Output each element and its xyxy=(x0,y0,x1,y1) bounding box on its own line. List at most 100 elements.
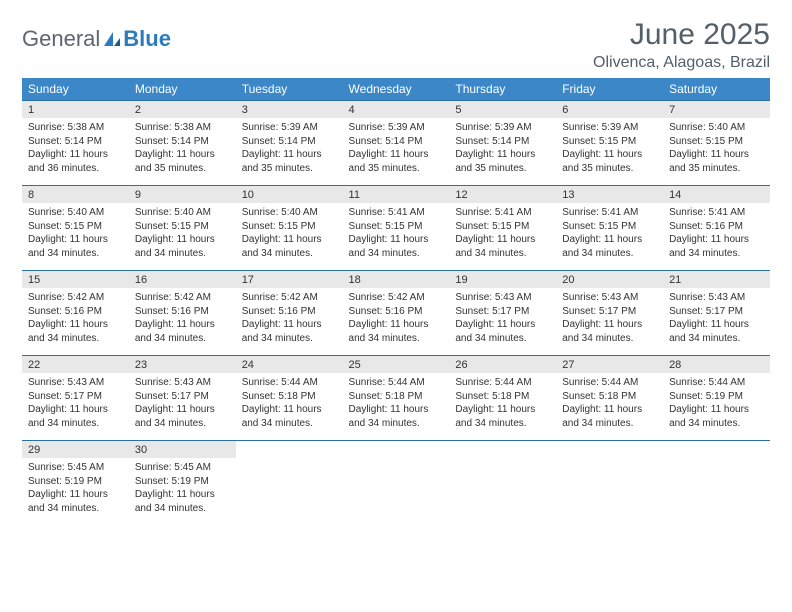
sunset-text: Sunset: 5:17 PM xyxy=(455,305,550,319)
day-body-cell: Sunrise: 5:42 AMSunset: 5:16 PMDaylight:… xyxy=(22,288,129,356)
sunrise-text: Sunrise: 5:40 AM xyxy=(242,206,337,220)
week-daybody-row: Sunrise: 5:42 AMSunset: 5:16 PMDaylight:… xyxy=(22,288,770,356)
title-block: June 2025 Olivenca, Alagoas, Brazil xyxy=(593,18,770,72)
sunset-text: Sunset: 5:18 PM xyxy=(562,390,657,404)
daylight-text: Daylight: 11 hours and 34 minutes. xyxy=(562,318,657,345)
sunset-text: Sunset: 5:19 PM xyxy=(669,390,764,404)
daylight-text: Daylight: 11 hours and 35 minutes. xyxy=(135,148,230,175)
day-number-cell: 26 xyxy=(449,356,556,374)
day-number-cell: 5 xyxy=(449,101,556,119)
sunrise-text: Sunrise: 5:42 AM xyxy=(242,291,337,305)
daylight-text: Daylight: 11 hours and 34 minutes. xyxy=(669,233,764,260)
day-number-cell xyxy=(236,441,343,459)
sunrise-text: Sunrise: 5:40 AM xyxy=(135,206,230,220)
sunrise-text: Sunrise: 5:41 AM xyxy=(349,206,444,220)
daylight-text: Daylight: 11 hours and 35 minutes. xyxy=(242,148,337,175)
day-number-cell: 20 xyxy=(556,271,663,289)
day-number-cell xyxy=(343,441,450,459)
sunrise-text: Sunrise: 5:38 AM xyxy=(135,121,230,135)
daylight-text: Daylight: 11 hours and 34 minutes. xyxy=(349,233,444,260)
daylight-text: Daylight: 11 hours and 34 minutes. xyxy=(135,318,230,345)
sunrise-text: Sunrise: 5:44 AM xyxy=(669,376,764,390)
day-body-cell: Sunrise: 5:39 AMSunset: 5:14 PMDaylight:… xyxy=(449,118,556,186)
day-body-cell xyxy=(663,458,770,525)
week-daynum-row: 2930 xyxy=(22,441,770,459)
day-body-cell: Sunrise: 5:44 AMSunset: 5:19 PMDaylight:… xyxy=(663,373,770,441)
daylight-text: Daylight: 11 hours and 34 minutes. xyxy=(455,318,550,345)
daylight-text: Daylight: 11 hours and 34 minutes. xyxy=(135,233,230,260)
daylight-text: Daylight: 11 hours and 34 minutes. xyxy=(28,318,123,345)
day-header: Wednesday xyxy=(343,78,450,101)
sunset-text: Sunset: 5:14 PM xyxy=(242,135,337,149)
day-body-cell: Sunrise: 5:40 AMSunset: 5:15 PMDaylight:… xyxy=(129,203,236,271)
sunrise-text: Sunrise: 5:44 AM xyxy=(349,376,444,390)
day-number-cell: 17 xyxy=(236,271,343,289)
day-number-cell: 15 xyxy=(22,271,129,289)
daylight-text: Daylight: 11 hours and 34 minutes. xyxy=(562,403,657,430)
sunrise-text: Sunrise: 5:43 AM xyxy=(135,376,230,390)
week-daynum-row: 1234567 xyxy=(22,101,770,119)
day-body-cell: Sunrise: 5:39 AMSunset: 5:14 PMDaylight:… xyxy=(236,118,343,186)
sunrise-text: Sunrise: 5:42 AM xyxy=(135,291,230,305)
day-number-cell: 30 xyxy=(129,441,236,459)
day-number-cell: 25 xyxy=(343,356,450,374)
day-number-cell: 21 xyxy=(663,271,770,289)
sunset-text: Sunset: 5:15 PM xyxy=(455,220,550,234)
sunset-text: Sunset: 5:14 PM xyxy=(135,135,230,149)
logo-sail-icon xyxy=(102,30,122,48)
daylight-text: Daylight: 11 hours and 34 minutes. xyxy=(242,403,337,430)
week-daynum-row: 891011121314 xyxy=(22,186,770,204)
day-body-cell: Sunrise: 5:43 AMSunset: 5:17 PMDaylight:… xyxy=(129,373,236,441)
week-daynum-row: 22232425262728 xyxy=(22,356,770,374)
day-body-cell xyxy=(236,458,343,525)
day-body-cell: Sunrise: 5:40 AMSunset: 5:15 PMDaylight:… xyxy=(663,118,770,186)
sunset-text: Sunset: 5:18 PM xyxy=(242,390,337,404)
daylight-text: Daylight: 11 hours and 34 minutes. xyxy=(28,403,123,430)
daylight-text: Daylight: 11 hours and 34 minutes. xyxy=(455,233,550,260)
day-number-cell xyxy=(449,441,556,459)
sunrise-text: Sunrise: 5:39 AM xyxy=(242,121,337,135)
day-body-cell xyxy=(449,458,556,525)
sunset-text: Sunset: 5:14 PM xyxy=(28,135,123,149)
day-body-cell: Sunrise: 5:42 AMSunset: 5:16 PMDaylight:… xyxy=(236,288,343,356)
daylight-text: Daylight: 11 hours and 35 minutes. xyxy=(455,148,550,175)
day-body-cell: Sunrise: 5:43 AMSunset: 5:17 PMDaylight:… xyxy=(449,288,556,356)
sunset-text: Sunset: 5:15 PM xyxy=(135,220,230,234)
sunrise-text: Sunrise: 5:41 AM xyxy=(455,206,550,220)
logo-text-blue: Blue xyxy=(123,26,171,52)
daylight-text: Daylight: 11 hours and 34 minutes. xyxy=(28,488,123,515)
sunset-text: Sunset: 5:17 PM xyxy=(28,390,123,404)
sunset-text: Sunset: 5:15 PM xyxy=(28,220,123,234)
day-body-cell: Sunrise: 5:39 AMSunset: 5:15 PMDaylight:… xyxy=(556,118,663,186)
daylight-text: Daylight: 11 hours and 34 minutes. xyxy=(135,488,230,515)
sunrise-text: Sunrise: 5:41 AM xyxy=(562,206,657,220)
day-body-cell: Sunrise: 5:41 AMSunset: 5:15 PMDaylight:… xyxy=(556,203,663,271)
calendar-table: Sunday Monday Tuesday Wednesday Thursday… xyxy=(22,78,770,525)
day-number-cell: 1 xyxy=(22,101,129,119)
sunset-text: Sunset: 5:15 PM xyxy=(242,220,337,234)
sunset-text: Sunset: 5:16 PM xyxy=(669,220,764,234)
day-header: Thursday xyxy=(449,78,556,101)
day-number-cell: 2 xyxy=(129,101,236,119)
daylight-text: Daylight: 11 hours and 35 minutes. xyxy=(669,148,764,175)
sunset-text: Sunset: 5:15 PM xyxy=(349,220,444,234)
sunset-text: Sunset: 5:17 PM xyxy=(135,390,230,404)
week-daynum-row: 15161718192021 xyxy=(22,271,770,289)
sunrise-text: Sunrise: 5:42 AM xyxy=(28,291,123,305)
sunrise-text: Sunrise: 5:39 AM xyxy=(455,121,550,135)
sunrise-text: Sunrise: 5:44 AM xyxy=(455,376,550,390)
sunrise-text: Sunrise: 5:43 AM xyxy=(562,291,657,305)
sunset-text: Sunset: 5:17 PM xyxy=(669,305,764,319)
sunset-text: Sunset: 5:14 PM xyxy=(455,135,550,149)
day-body-cell xyxy=(343,458,450,525)
daylight-text: Daylight: 11 hours and 34 minutes. xyxy=(349,318,444,345)
sunrise-text: Sunrise: 5:40 AM xyxy=(28,206,123,220)
day-body-cell: Sunrise: 5:41 AMSunset: 5:15 PMDaylight:… xyxy=(343,203,450,271)
day-number-cell: 14 xyxy=(663,186,770,204)
day-body-cell: Sunrise: 5:45 AMSunset: 5:19 PMDaylight:… xyxy=(22,458,129,525)
sunrise-text: Sunrise: 5:43 AM xyxy=(669,291,764,305)
location-label: Olivenca, Alagoas, Brazil xyxy=(593,54,770,72)
sunset-text: Sunset: 5:18 PM xyxy=(455,390,550,404)
day-body-cell: Sunrise: 5:45 AMSunset: 5:19 PMDaylight:… xyxy=(129,458,236,525)
day-number-cell: 9 xyxy=(129,186,236,204)
